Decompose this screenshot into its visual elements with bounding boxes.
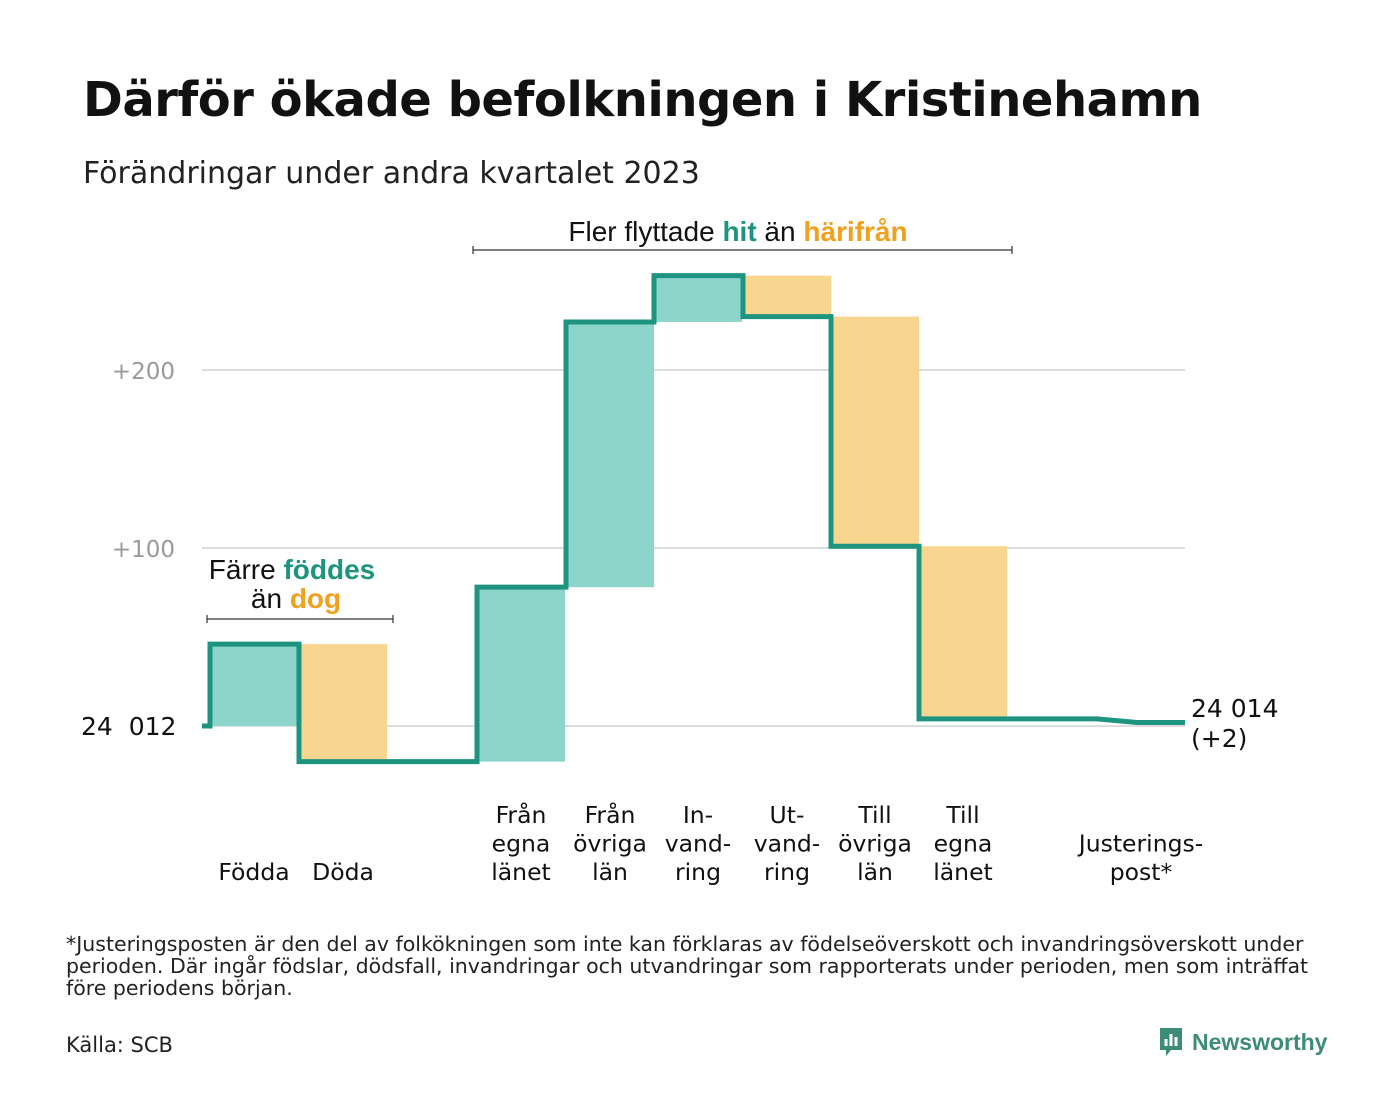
base-value-label: 24 012 (81, 712, 176, 741)
brand-name: Newsworthy (1192, 1028, 1328, 1055)
newsworthy-logo-icon (1160, 1028, 1182, 1056)
annotation-births-deaths: än dog (251, 583, 341, 614)
category-label-fran-ovriga-lan: Från (585, 801, 636, 829)
source-credit: Källa: SCB (66, 1033, 173, 1057)
category-label-till-ovriga-lan: Till (857, 801, 891, 829)
annotation-part: än (757, 216, 804, 247)
bars (210, 275, 1007, 762)
category-label-till-egna-lanet: egna (934, 830, 993, 858)
bar-till-egna-lanet (919, 546, 1007, 719)
category-label-fran-ovriga-lan: län (592, 858, 628, 886)
category-label-fran-egna-lanet: länet (491, 858, 551, 886)
bar-doda (299, 644, 387, 762)
brand-logo: Newsworthy (1158, 1026, 1327, 1058)
bar-invandring (654, 275, 742, 322)
category-label-doda: Döda (312, 858, 374, 886)
page-title: Därför ökade befolkningen i Kristinehamn (83, 72, 1202, 128)
category-label-till-ovriga-lan: län (857, 858, 893, 886)
category-label-utvandring: vand- (754, 830, 821, 858)
category-label-fran-egna-lanet: Från (496, 801, 547, 829)
category-label-invandring: In- (683, 801, 713, 829)
category-label-fran-ovriga-lan: övriga (573, 830, 647, 858)
page-subtitle: Förändringar under andra kvartalet 2023 (83, 156, 700, 191)
bar-fran-egna-lanet (477, 587, 565, 762)
footnote: *Justeringsposten är den del av folkökni… (66, 932, 1309, 1000)
annotation-part: härifrån (803, 216, 907, 247)
category-label-invandring: ring (675, 858, 721, 886)
annotation-migration: Fler flyttade hit än härifrån (568, 216, 907, 247)
annotation-part: Färre (209, 554, 284, 585)
category-label-utvandring: Ut- (770, 801, 805, 829)
end-value-label: (+2) (1191, 724, 1247, 753)
category-label-till-ovriga-lan: övriga (838, 830, 912, 858)
y-tick-label: +200 (112, 359, 175, 385)
population-step-line (202, 273, 1185, 765)
annotation-part: hit (722, 216, 756, 247)
annotation-part: Fler flyttade (568, 216, 722, 247)
category-label-fodda: Födda (218, 858, 289, 886)
end-value-label: 24 014 (1191, 694, 1278, 723)
bar-fran-ovriga-lan (566, 321, 654, 588)
annotation-part: än (251, 583, 290, 614)
category-label-utvandring: ring (764, 858, 810, 886)
category-label-fran-egna-lanet: egna (492, 830, 551, 858)
category-label-justeringspost: Justerings- (1077, 830, 1203, 858)
bar-utvandring (743, 275, 831, 317)
category-label-till-egna-lanet: Till (945, 801, 979, 829)
annotation-part: dog (290, 583, 341, 614)
y-tick-label: +100 (112, 537, 175, 563)
bar-till-ovriga-lan (831, 316, 919, 547)
category-label-justeringspost: post* (1110, 858, 1173, 886)
category-label-till-egna-lanet: länet (933, 858, 993, 886)
bar-fodda (210, 644, 298, 726)
annotation-births-deaths: Färre föddes (209, 554, 375, 585)
annotation-part: föddes (283, 554, 375, 585)
category-label-invandring: vand- (665, 830, 732, 858)
